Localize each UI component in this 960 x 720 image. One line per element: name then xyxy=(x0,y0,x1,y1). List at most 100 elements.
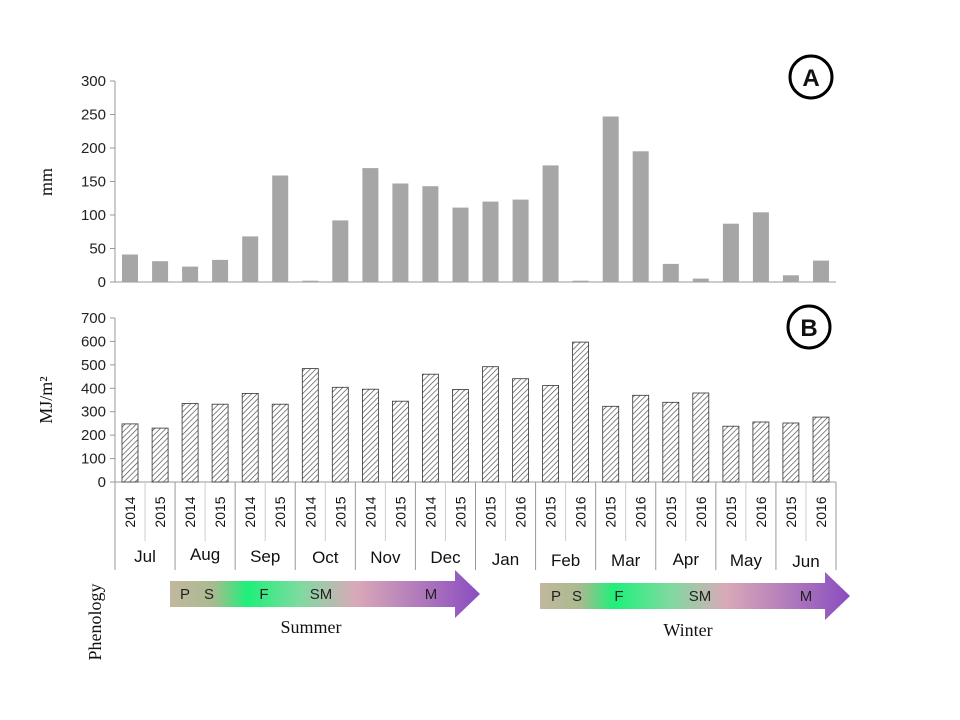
year-label: 2015 xyxy=(332,496,348,527)
chart-b-bar xyxy=(181,403,199,483)
chart-b-radiation: 0 100 200 300 400 500 600 700 MJ/m² B xyxy=(36,304,836,491)
chart-b-bar xyxy=(782,422,800,483)
summer-season-label: Summer xyxy=(281,617,342,637)
summer-stage-sm: SM xyxy=(310,586,333,603)
chart-b-bar xyxy=(331,386,349,483)
year-label: 2015 xyxy=(603,496,619,527)
chart-b-bar xyxy=(572,341,589,483)
chart-b-bar xyxy=(151,427,169,483)
chart-a-bar xyxy=(122,254,138,282)
month-label: Aug xyxy=(190,545,220,564)
chart-a-y-tick-label: 250 xyxy=(81,107,106,124)
chart-a-bar xyxy=(392,183,409,282)
chart-a-bar xyxy=(782,275,799,282)
chart-b-y-tick-label: 0 xyxy=(98,474,106,491)
chart-b-bar xyxy=(662,401,680,483)
chart-b-bar xyxy=(542,385,559,483)
phenology-label: Phenology xyxy=(85,583,105,660)
chart-b-bar xyxy=(361,388,379,483)
chart-b-y-tick-label: 400 xyxy=(81,380,106,397)
chart-b-bar xyxy=(421,373,439,483)
chart-b-bar xyxy=(722,425,740,483)
year-label: 2016 xyxy=(573,496,589,527)
chart-a-y-tick-label: 100 xyxy=(81,207,106,224)
winter-phenology-arrow xyxy=(540,572,850,620)
chart-a-bar xyxy=(482,201,499,282)
chart-a-bar xyxy=(512,199,529,282)
panel-a-badge xyxy=(788,54,834,100)
month-label: Apr xyxy=(673,550,700,569)
chart-a-bar xyxy=(272,175,289,282)
year-label: 2015 xyxy=(453,496,469,527)
chart-b-bar xyxy=(211,403,229,483)
chart-a-bar xyxy=(542,165,559,282)
chart-a-bar xyxy=(152,261,169,282)
chart-b-y-tick-label: 500 xyxy=(81,357,106,374)
year-label: 2015 xyxy=(272,496,288,527)
year-label: 2014 xyxy=(302,496,318,527)
year-label: 2014 xyxy=(362,496,378,527)
winter-stage-f: F xyxy=(614,588,623,605)
chart-b-bar xyxy=(812,416,830,483)
chart-a-y-tick-label: 200 xyxy=(81,140,106,157)
year-label: 2014 xyxy=(122,496,138,527)
chart-a-bar xyxy=(602,116,619,282)
summer-stage-m: M xyxy=(425,586,438,603)
chart-a-bar xyxy=(212,259,229,282)
panel-a-label: A xyxy=(802,65,819,92)
chart-a-bar xyxy=(302,280,319,282)
summer-stage-p: P xyxy=(180,586,190,603)
chart-a-bar xyxy=(452,207,469,282)
month-label: Dec xyxy=(430,548,461,567)
panel-b-badge xyxy=(786,304,832,350)
chart-b-bar xyxy=(271,403,289,483)
year-label: 2015 xyxy=(723,496,739,527)
chart-a-y-tick-label: 50 xyxy=(89,241,106,258)
chart-b-bar xyxy=(482,366,499,483)
chart-b-bar xyxy=(692,392,710,483)
month-label: Feb xyxy=(551,551,580,570)
chart-b-y-tick-label: 300 xyxy=(81,404,106,421)
phenology-section: Phenology P S F SM M Summer P S F SM M W… xyxy=(85,570,850,661)
chart-a-precipitation: 0 50 100 150 200 250 300 mm A xyxy=(36,54,836,291)
chart-b-bar xyxy=(602,405,620,483)
chart-a-bar xyxy=(722,223,739,282)
winter-stage-s: S xyxy=(572,588,582,605)
chart-a-bar xyxy=(242,236,259,282)
chart-a-bar xyxy=(632,151,649,282)
chart-b-bar xyxy=(452,389,469,483)
chart-b-y-tick-label: 600 xyxy=(81,333,106,350)
year-label: 2015 xyxy=(483,496,499,527)
winter-stage-p: P xyxy=(551,588,561,605)
chart-b-bar xyxy=(121,423,139,483)
year-label: 2015 xyxy=(783,496,799,527)
chart-a-y-tick-label: 300 xyxy=(81,73,106,90)
year-label: 2016 xyxy=(693,496,709,527)
winter-stage-m: M xyxy=(800,588,813,605)
chart-a-bar xyxy=(813,260,829,282)
chart-b-bar xyxy=(241,392,259,483)
chart-a-y-tick-label: 0 xyxy=(98,274,106,291)
chart-a-bar xyxy=(422,186,439,282)
month-label: Jun xyxy=(792,552,819,571)
year-label: 2016 xyxy=(513,496,529,527)
year-label: 2015 xyxy=(212,496,228,527)
chart-a-bar xyxy=(752,212,769,282)
summer-stage-f: F xyxy=(259,586,268,603)
year-label: 2014 xyxy=(422,496,438,527)
summer-stage-s: S xyxy=(204,586,214,603)
year-label: 2015 xyxy=(663,496,679,527)
month-label: Sep xyxy=(250,547,280,566)
month-label: Nov xyxy=(370,548,401,567)
year-label: 2014 xyxy=(182,496,198,527)
month-label: Oct xyxy=(312,548,339,567)
year-label: 2014 xyxy=(242,496,258,527)
month-label: Jan xyxy=(492,550,519,569)
month-label: May xyxy=(730,551,763,570)
chart-b-y-tick-label: 100 xyxy=(81,451,106,468)
year-label: 2016 xyxy=(813,496,829,527)
summer-phenology-arrow xyxy=(170,570,480,618)
chart-b-bar xyxy=(752,421,770,483)
year-label: 2015 xyxy=(392,496,408,527)
